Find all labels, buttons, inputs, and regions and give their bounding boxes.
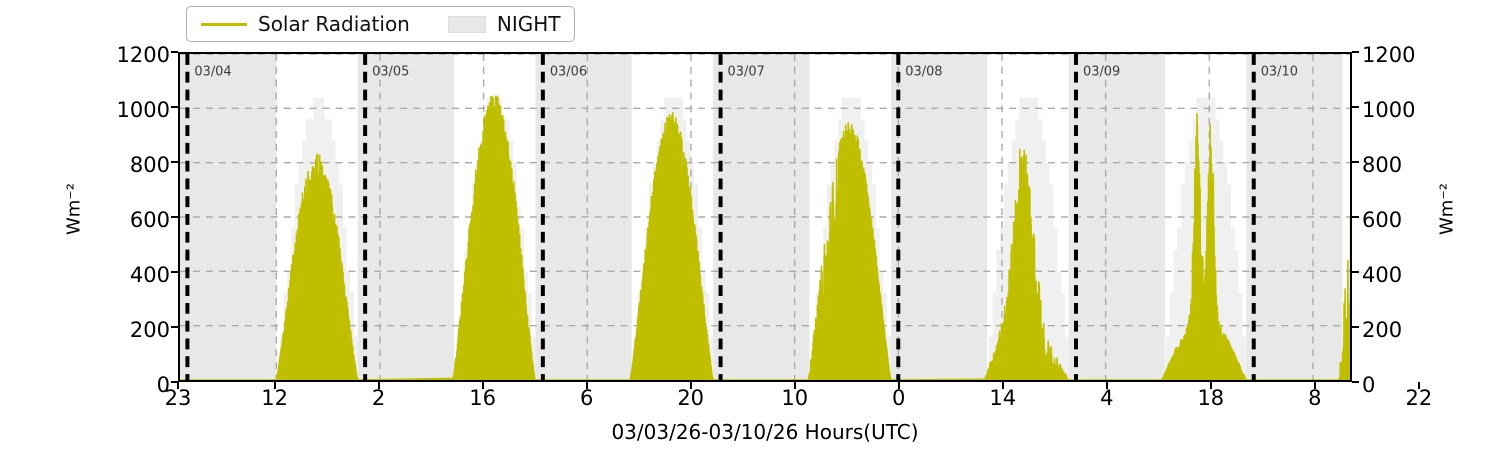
x-tick-label-9: 4 bbox=[1100, 386, 1114, 410]
y-tick-mark-left-800 bbox=[171, 161, 178, 163]
x-tick-mark-3 bbox=[481, 382, 484, 389]
y-tick-right-800: 800 bbox=[1362, 153, 1403, 177]
day-divider-label-03-05: 03/05 bbox=[372, 65, 409, 80]
y-tick-left-400: 400 bbox=[129, 263, 170, 287]
y-tick-right-200: 200 bbox=[1362, 318, 1403, 342]
x-tick-mark-10 bbox=[1209, 382, 1212, 389]
clearsky-envelope-day-5 bbox=[1161, 97, 1247, 380]
day-divider-label-03-10: 03/10 bbox=[1261, 65, 1298, 80]
y-tick-right-1000: 1000 bbox=[1362, 98, 1416, 122]
x-tick-label-11: 8 bbox=[1308, 386, 1322, 410]
y-tick-mark-right-800 bbox=[1352, 161, 1359, 163]
y-tick-mark-right-1200 bbox=[1352, 51, 1359, 53]
day-divider-label-03-08: 03/08 bbox=[905, 65, 942, 80]
y-tick-mark-left-1000 bbox=[171, 106, 178, 108]
x-tick-mark-7 bbox=[897, 382, 900, 389]
legend-entry-solar-radiation: Solar Radiation bbox=[201, 14, 410, 34]
y-tick-right-0: 0 bbox=[1362, 373, 1376, 397]
x-tick-mark-2 bbox=[377, 382, 380, 389]
x-tick-label-8: 14 bbox=[989, 386, 1017, 410]
x-tick-mark-6 bbox=[793, 382, 796, 389]
legend-label-solar-radiation: Solar Radiation bbox=[258, 12, 410, 36]
x-tick-mark-0 bbox=[177, 382, 179, 389]
y-axis-label-right: Wm⁻² bbox=[1436, 182, 1458, 236]
x-tick-mark-9 bbox=[1105, 382, 1108, 389]
x-tick-label-6: 10 bbox=[781, 386, 809, 410]
y-tick-right-400: 400 bbox=[1362, 263, 1403, 287]
solar-radiation-series-group bbox=[180, 95, 1350, 380]
legend-label-night: NIGHT bbox=[496, 12, 561, 36]
x-tick-mark-11 bbox=[1313, 382, 1316, 389]
solar-radiation-line-swatch bbox=[201, 22, 247, 26]
x-tick-label-1: 12 bbox=[261, 386, 288, 410]
x-tick-mark-1 bbox=[273, 382, 276, 389]
x-tick-label-10: 18 bbox=[1197, 386, 1225, 410]
y-tick-left-0: 0 bbox=[156, 373, 170, 397]
y-tick-mark-left-600 bbox=[171, 216, 178, 218]
x-tick-label-2: 2 bbox=[371, 386, 386, 410]
y-tick-left-1200: 1200 bbox=[116, 43, 170, 67]
y-tick-left-600: 600 bbox=[129, 208, 170, 232]
y-tick-mark-right-1000 bbox=[1352, 106, 1359, 108]
x-tick-mark-5 bbox=[689, 382, 692, 389]
x-tick-label-3: 16 bbox=[469, 386, 497, 410]
solar-radiation-trace bbox=[180, 95, 1350, 380]
y-tick-right-1200: 1200 bbox=[1362, 43, 1416, 67]
y-tick-mark-left-400 bbox=[171, 271, 178, 273]
x-tick-label-4: 6 bbox=[579, 386, 594, 410]
x-axis-label: 03/03/26-03/10/26 Hours(UTC) bbox=[611, 420, 919, 444]
plot-canvas: 03/04 03/05 03/06 03/07 03/08 03/09 03/10 bbox=[180, 54, 1350, 380]
x-tick-label-5: 20 bbox=[677, 386, 705, 410]
chart-legend: Solar Radiation NIGHT bbox=[186, 6, 576, 42]
legend-entry-night: NIGHT bbox=[447, 12, 561, 36]
day-divider-label-03-09: 03/09 bbox=[1083, 65, 1120, 80]
day-divider-label-03-07: 03/07 bbox=[728, 65, 765, 80]
y-tick-mark-right-0 bbox=[1352, 381, 1359, 383]
y-tick-mark-left-0 bbox=[171, 381, 178, 383]
x-tick-label-7: 0 bbox=[892, 386, 906, 410]
y-tick-mark-left-200 bbox=[171, 326, 178, 328]
day-divider-label-03-06: 03/06 bbox=[550, 65, 587, 80]
x-tick-label-12: 22 bbox=[1405, 386, 1433, 410]
x-tick-mark-4 bbox=[585, 382, 588, 389]
plot-area: 03/04 03/05 03/06 03/07 03/08 03/09 03/10 bbox=[178, 52, 1352, 382]
y-tick-mark-left-1200 bbox=[171, 51, 178, 53]
y-axis-label-left: Wm⁻² bbox=[63, 182, 85, 236]
day-divider-label-03-04: 03/04 bbox=[194, 65, 231, 80]
y-tick-mark-right-600 bbox=[1352, 216, 1359, 218]
y-tick-mark-right-400 bbox=[1352, 271, 1359, 273]
y-tick-right-600: 600 bbox=[1362, 208, 1403, 232]
day-dividers-group: 03/04 03/05 03/06 03/07 03/08 03/09 03/10 bbox=[185, 54, 1298, 380]
y-tick-mark-right-200 bbox=[1352, 326, 1359, 328]
x-tick-label-0: 23 bbox=[164, 386, 192, 410]
x-tick-mark-12 bbox=[1417, 382, 1420, 389]
y-tick-left-1000: 1000 bbox=[116, 98, 170, 122]
y-tick-left-800: 800 bbox=[129, 153, 170, 177]
night-patch-swatch bbox=[447, 15, 486, 33]
y-tick-left-200: 200 bbox=[129, 318, 170, 342]
x-tick-mark-8 bbox=[1001, 382, 1004, 389]
